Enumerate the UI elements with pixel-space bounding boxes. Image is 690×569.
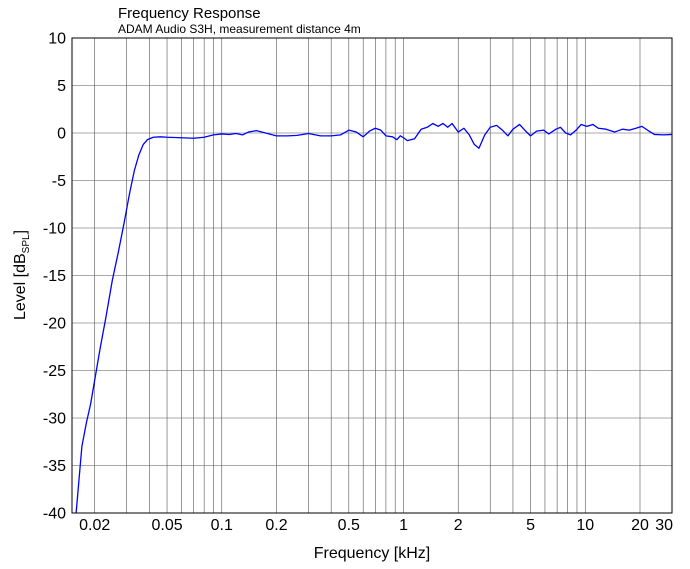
x-tick-label: 0.5 <box>338 517 360 534</box>
y-tick-label: -35 <box>43 458 66 475</box>
x-axis-label: Frequency [kHz] <box>314 545 430 562</box>
y-tick-labels: 10 5 0 -5 -10 -15 -20 -25 -30 -35 -40 <box>43 31 66 523</box>
y-tick-label: -5 <box>52 173 66 190</box>
x-tick-label: 0.1 <box>211 517 233 534</box>
x-tick-label: 5 <box>526 517 535 534</box>
x-tick-label: 30 <box>655 517 673 534</box>
y-tick-label: 5 <box>57 78 66 95</box>
y-tick-label: -30 <box>43 411 66 428</box>
y-tick-label: 10 <box>48 31 66 48</box>
y-tick-label: -25 <box>43 363 66 380</box>
x-tick-label: 2 <box>454 517 463 534</box>
y-tick-label: -15 <box>43 268 66 285</box>
frequency-response-line <box>75 122 673 514</box>
x-tick-label: 0.2 <box>265 517 287 534</box>
y-tick-label: 0 <box>57 126 66 143</box>
y-axis-label-subscript: SPL <box>21 234 32 253</box>
x-tick-label: 0.02 <box>79 517 110 534</box>
x-tick-label: 0.05 <box>151 517 182 534</box>
y-tick-label: -40 <box>43 506 66 523</box>
plot-frame <box>71 37 673 514</box>
y-axis-label-close: ] <box>12 230 29 234</box>
x-tick-label: 1 <box>399 517 408 534</box>
y-axis-label-main: Level [dB <box>12 253 29 320</box>
y-axis-label: Level [dBSPL] <box>12 230 32 320</box>
x-tick-labels: 0.02 0.05 0.1 0.2 0.5 1 2 5 10 20 30 <box>79 517 673 534</box>
grid <box>72 37 673 514</box>
x-tick-label: 20 <box>631 517 649 534</box>
series-layer <box>75 122 673 514</box>
y-tick-label: -20 <box>43 316 66 333</box>
chart-title: Frequency Response <box>118 5 261 22</box>
chart-subtitle: ADAM Audio S3H, measurement distance 4m <box>118 22 361 36</box>
y-tick-label: -10 <box>43 221 66 238</box>
x-tick-label: 10 <box>576 517 594 534</box>
